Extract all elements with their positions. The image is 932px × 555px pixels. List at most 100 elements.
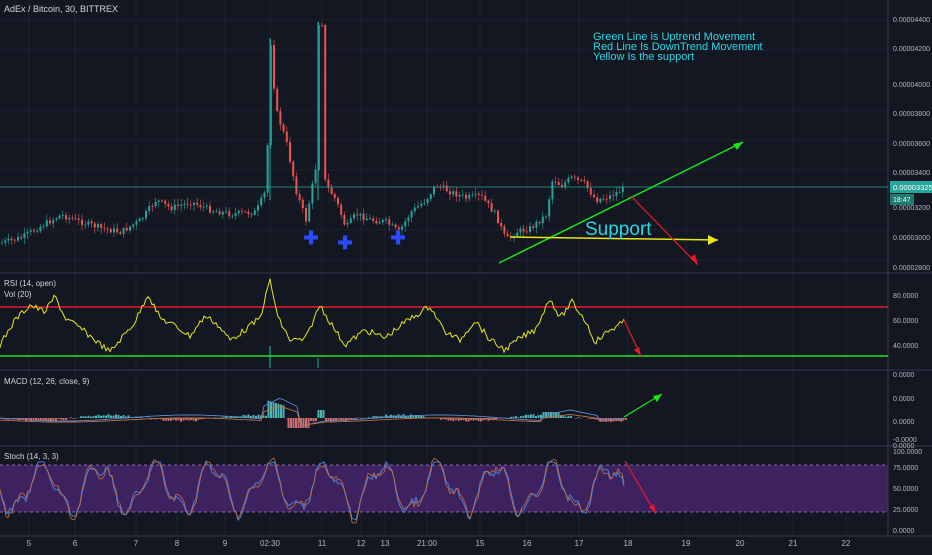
candle-body: [36, 231, 38, 232]
candle-body: [84, 225, 86, 226]
candle-body: [87, 221, 89, 224]
candle-body: [535, 222, 537, 228]
macd-hist-bar: [275, 403, 277, 418]
candle-body: [228, 211, 230, 216]
candle-body: [52, 220, 54, 223]
price-tick-label: 0.00003800: [893, 111, 930, 118]
candle-body: [14, 240, 16, 241]
macd-hist-bar: [120, 416, 122, 418]
candle-body: [379, 222, 381, 223]
candle-body: [615, 192, 617, 196]
candle-body: [299, 194, 301, 200]
candle-body: [110, 229, 112, 232]
macd-hist-bar: [520, 416, 522, 418]
candle-body: [433, 187, 435, 195]
candle-body: [417, 206, 419, 207]
time-tick-label: 02:30: [260, 539, 281, 548]
candle-body: [244, 212, 246, 213]
candle-body: [203, 207, 205, 208]
macd-hist-bar: [368, 417, 370, 418]
macd-hist-bar: [320, 410, 322, 418]
time-tick-label: 5: [27, 539, 32, 548]
stoch-tick: 25.0000: [893, 507, 918, 514]
candle-body: [574, 177, 576, 178]
candle-body: [151, 206, 153, 207]
macd-hist-bar: [273, 402, 275, 418]
candle-body: [507, 234, 509, 237]
candle-body: [11, 239, 13, 240]
stoch-tick: 75.0000: [893, 465, 918, 472]
time-tick-label: 12: [357, 539, 366, 548]
candle-body: [59, 215, 61, 218]
candle-body: [414, 207, 416, 211]
candle-body: [27, 232, 29, 233]
macd-hist-bar: [68, 418, 70, 419]
candle-body: [55, 218, 57, 219]
candle-body: [347, 223, 349, 225]
candle-body: [494, 211, 496, 212]
candle-body: [324, 25, 326, 179]
candle-body: [97, 224, 99, 227]
macd-hist-bar: [110, 416, 112, 418]
candle-body: [139, 219, 141, 221]
macd-hist-bar: [98, 415, 100, 418]
candle-body: [94, 223, 96, 227]
candle-body: [548, 199, 550, 216]
candle-body: [369, 218, 371, 219]
candle-body: [254, 210, 256, 214]
marker-cross: ✚: [303, 228, 318, 248]
candle-body: [478, 194, 480, 195]
candle-body: [7, 239, 9, 241]
candle-body: [209, 206, 211, 213]
candle-body: [404, 221, 406, 226]
candle-body: [532, 226, 534, 228]
time-tick-label: 21: [789, 539, 798, 548]
candle-body: [391, 224, 393, 225]
candle-body: [385, 219, 387, 220]
candle-body: [350, 218, 352, 222]
price-tick-label: 0.00004000: [893, 82, 930, 89]
candle-body: [366, 219, 368, 220]
candle-body: [526, 232, 528, 233]
macd-hist-bar: [315, 418, 317, 421]
candle-body: [30, 230, 32, 232]
candle-body: [411, 211, 413, 217]
candle-body: [193, 203, 195, 205]
candle-body: [225, 211, 227, 212]
time-tick-label: 15: [476, 539, 485, 548]
macd-hist-bar: [255, 416, 257, 418]
stoch-tick: 50.0000: [893, 486, 918, 493]
candle-body: [427, 199, 429, 203]
macd-hist-bar: [310, 418, 312, 421]
candle-body: [465, 195, 467, 199]
marker-cross: ✚: [337, 233, 352, 253]
macd-hist-bar: [513, 417, 515, 418]
candle-body: [145, 211, 147, 218]
candle-body: [475, 194, 477, 195]
macd-hist-bar: [58, 418, 60, 419]
candle-body: [20, 237, 22, 238]
candle-body: [375, 221, 377, 223]
price-tick-label: 0.00004200: [893, 46, 930, 53]
macd-hist-bar: [318, 410, 320, 418]
candle-body: [555, 182, 557, 183]
candle-body: [606, 199, 608, 200]
candle-body: [583, 180, 585, 181]
candle-body: [327, 179, 329, 187]
candle-body: [311, 183, 313, 203]
candle-body: [215, 211, 217, 212]
macd-hist-bar: [538, 415, 540, 418]
candle-body: [132, 225, 134, 227]
time-tick-label: 21:00: [417, 539, 438, 548]
candle-body: [158, 201, 160, 202]
macd-hist-bar: [338, 418, 340, 420]
macd-hist-bar: [410, 415, 412, 418]
macd-hist-bar: [188, 418, 190, 421]
macd-hist-bar: [60, 418, 62, 419]
candle-body: [219, 211, 221, 214]
time-tick-label: 18: [624, 539, 633, 548]
macd-hist-bar: [223, 417, 225, 418]
support-label: Support: [585, 219, 652, 240]
macd-hist-bar: [123, 415, 125, 418]
